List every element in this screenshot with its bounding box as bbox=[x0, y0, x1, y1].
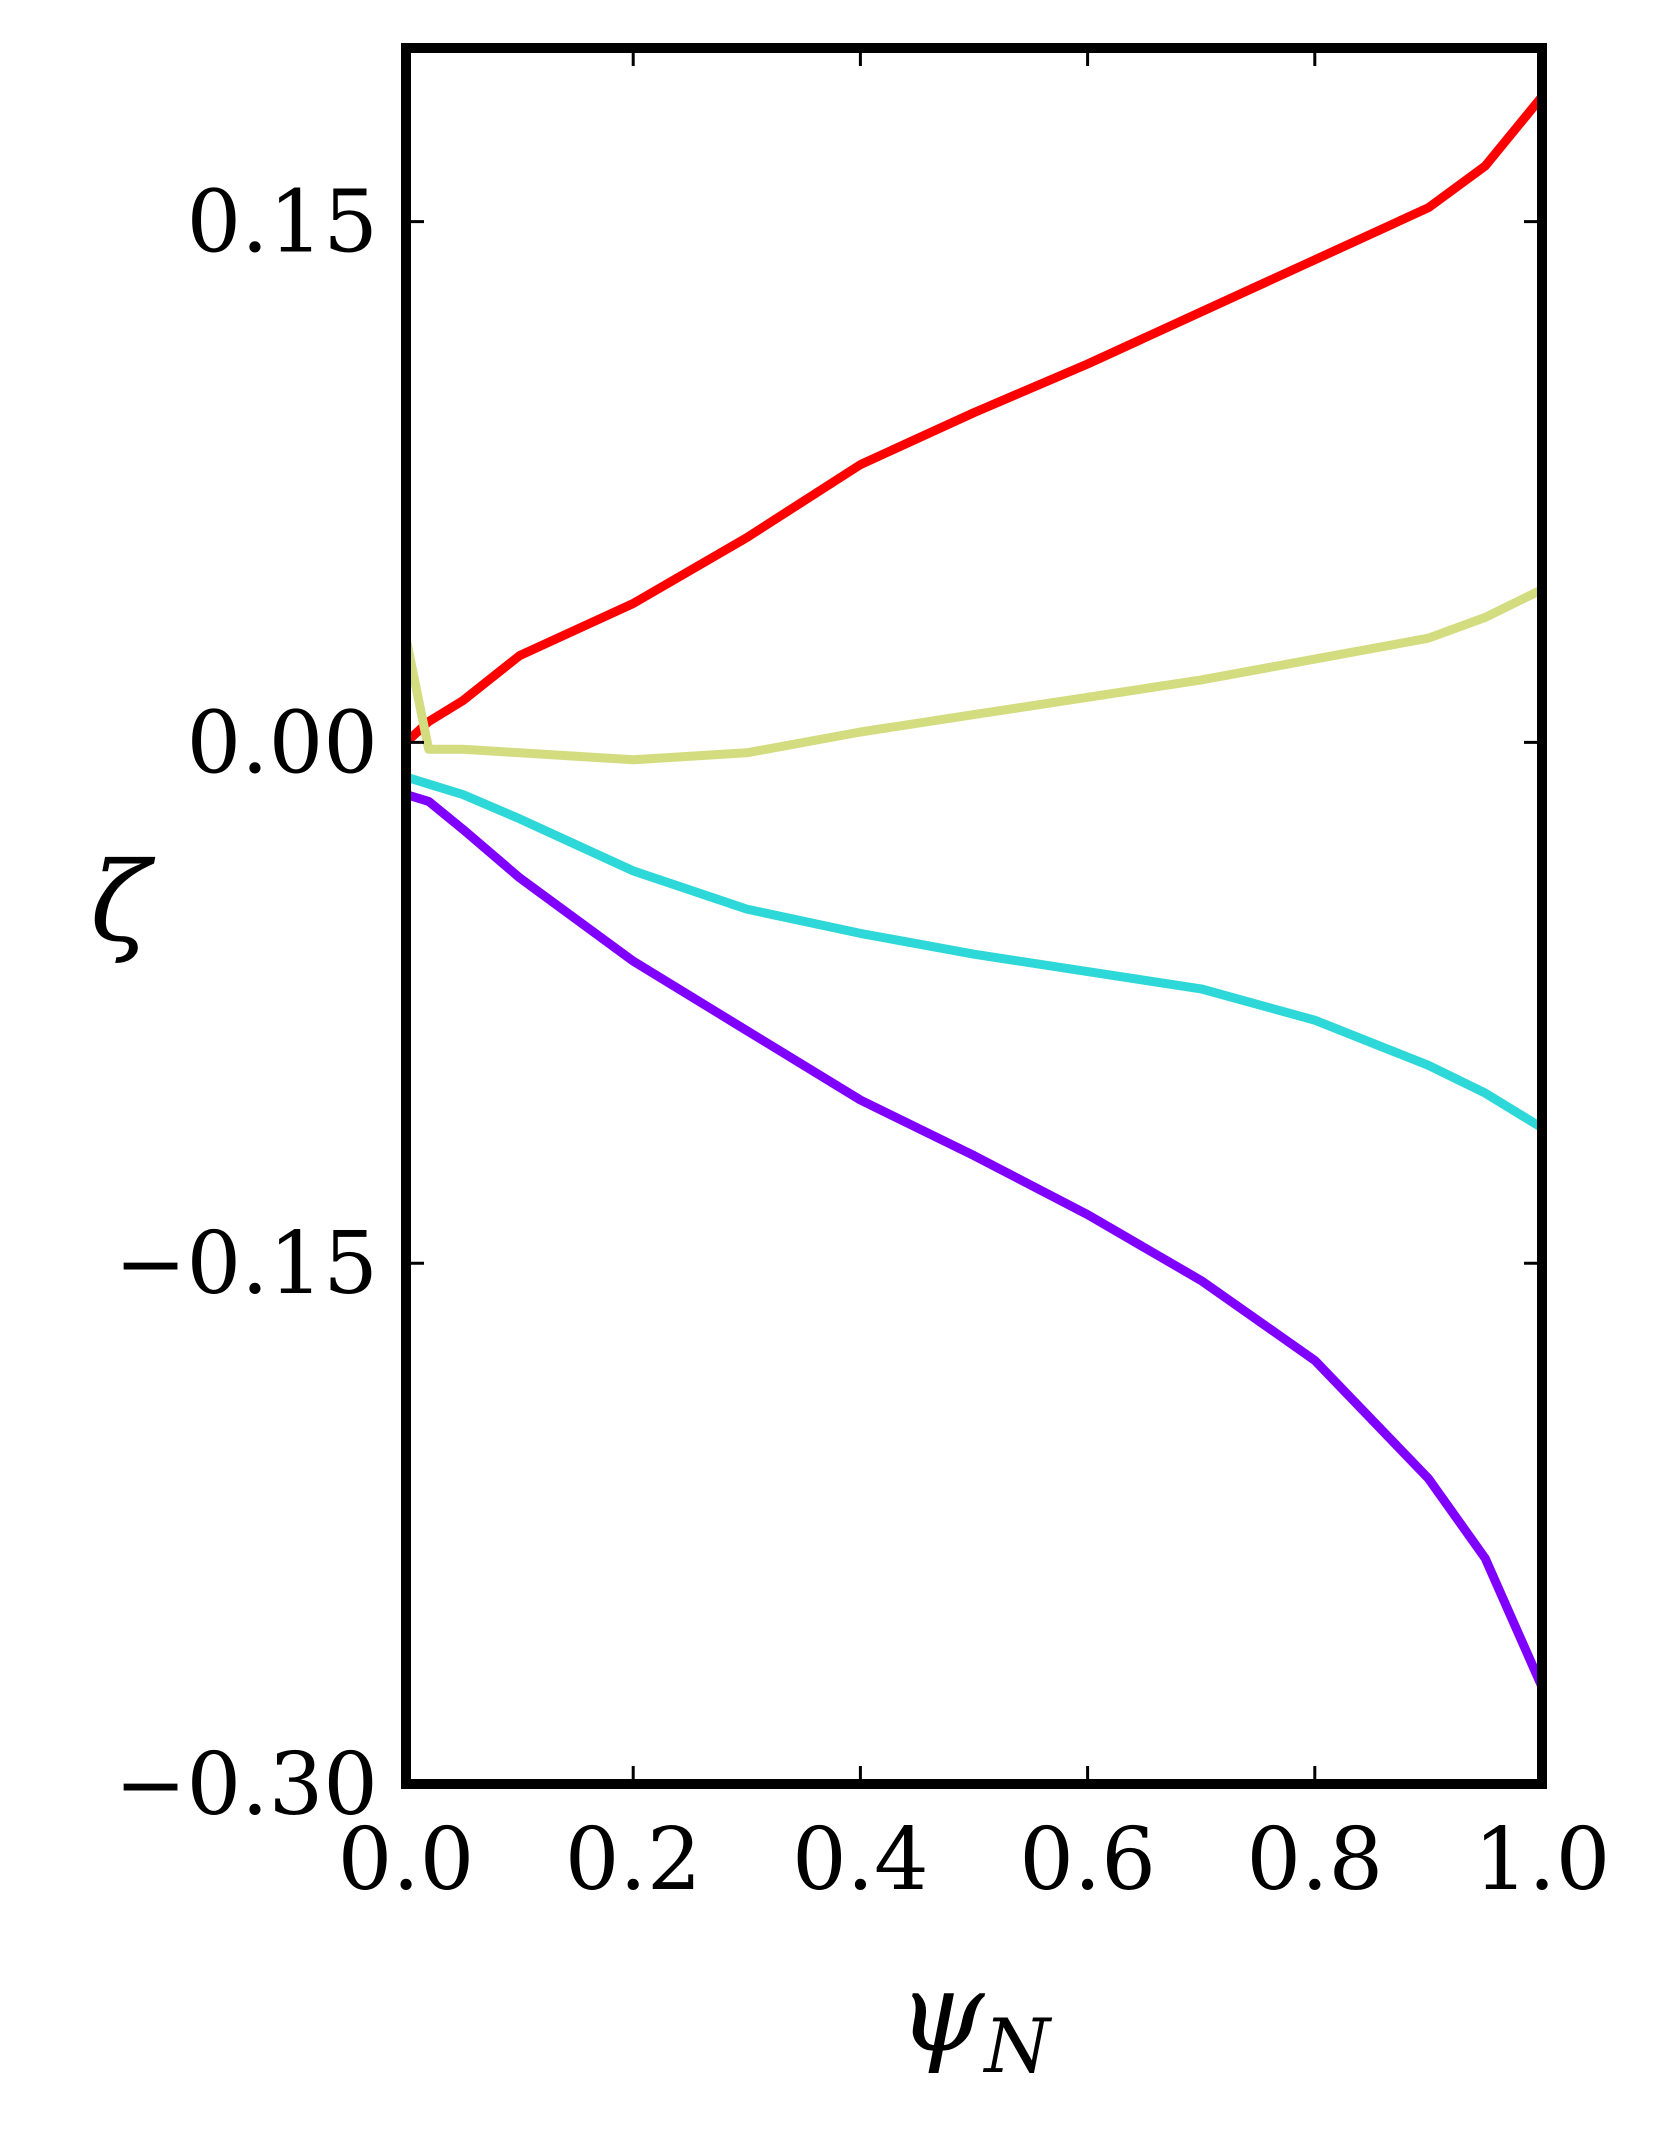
x-tick-label: 1.0 bbox=[1474, 1810, 1611, 1910]
x-axis-label-subscript: N bbox=[982, 2002, 1052, 2090]
series-line-0 bbox=[402, 93, 1546, 746]
x-tick-label: 0.2 bbox=[565, 1810, 702, 1910]
x-tick-label: 0.4 bbox=[792, 1810, 929, 1910]
x-tick-label: 0.0 bbox=[338, 1810, 475, 1910]
y-tick-label: 0.15 bbox=[187, 173, 378, 273]
x-axis-label: ψN bbox=[898, 1948, 1052, 2090]
y-axis-label: ζ bbox=[90, 838, 156, 966]
y-tick-label: −0.30 bbox=[114, 1735, 378, 1835]
series-line-1 bbox=[401, 585, 1544, 765]
series-line-3 bbox=[404, 790, 1547, 1689]
x-tick-label: 0.8 bbox=[1246, 1810, 1383, 1910]
y-tick-label: −0.15 bbox=[114, 1214, 378, 1314]
x-tick-label: 0.6 bbox=[1019, 1810, 1156, 1910]
y-tick-label: 0.00 bbox=[187, 693, 378, 793]
tick-layer: 0.0 0.2 0.4 0.6 0.8 1.0 0.15 0.00 −0.15 −0.30 bbox=[114, 48, 1610, 1910]
series-line-2 bbox=[404, 772, 1545, 1132]
series-layer bbox=[401, 93, 1547, 1689]
plot-frame bbox=[401, 43, 1547, 1789]
